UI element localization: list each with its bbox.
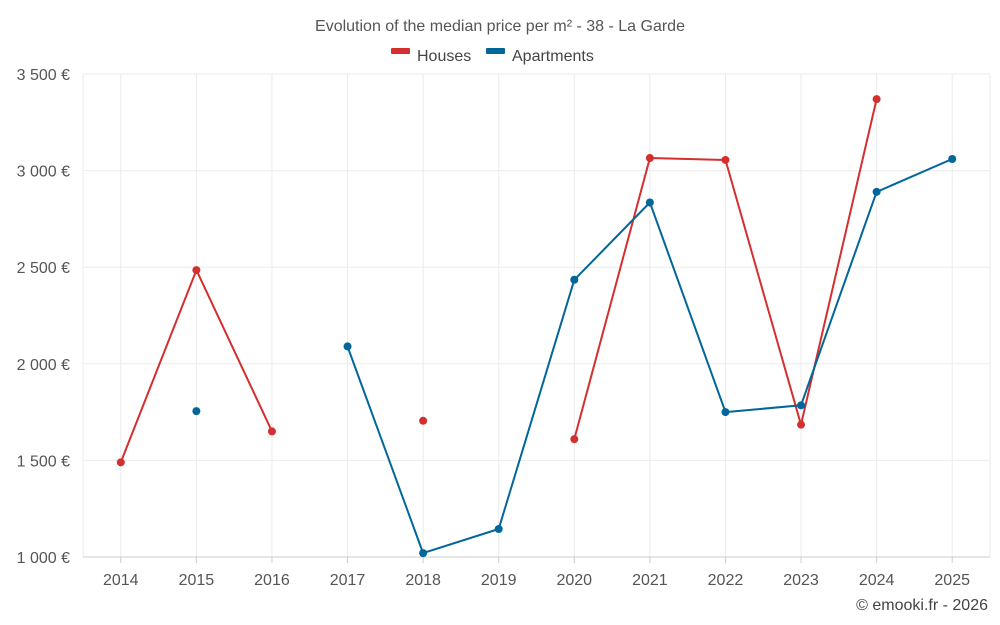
x-tick-label: 2020	[556, 572, 592, 589]
apartments-point-2024[interactable]	[872, 187, 881, 196]
apartments-point-2023[interactable]	[797, 401, 806, 410]
legend-item-apartments[interactable]: Apartments	[486, 48, 594, 65]
houses-point-2014[interactable]	[116, 458, 125, 467]
houses-point-2022[interactable]	[721, 155, 730, 164]
x-tick-label: 2025	[934, 572, 970, 589]
chart-title: Evolution of the median price per m² - 3…	[315, 18, 685, 35]
apartments-point-2025[interactable]	[948, 155, 957, 164]
y-axis: 1 000 € 1 500 € 2 000 € 2 500 € 3 000 € 3 500…	[17, 67, 70, 567]
legend[interactable]: Houses Apartments	[391, 48, 594, 65]
y-tick-label: 2 500 €	[17, 260, 70, 277]
legend-label-houses: Houses	[417, 48, 471, 65]
y-tick-label: 1 500 €	[17, 453, 70, 470]
x-tick-label: 2023	[783, 572, 819, 589]
legend-item-houses[interactable]: Houses	[391, 48, 471, 65]
apartments-point-2015[interactable]	[192, 407, 201, 416]
y-tick-label: 3 000 €	[17, 164, 70, 181]
plot-area	[116, 95, 957, 558]
houses-point-2015[interactable]	[192, 266, 201, 275]
y-tick-label: 3 500 €	[17, 67, 70, 84]
apartments-point-2017[interactable]	[343, 342, 352, 351]
grid	[82, 73, 991, 557]
x-tick-label: 2016	[254, 572, 290, 589]
houses-point-2021[interactable]	[645, 154, 654, 163]
legend-label-apartments: Apartments	[512, 48, 594, 65]
apartments-point-2021[interactable]	[645, 198, 654, 207]
x-axis: 2014 2015 2016 2017 2018 2019 2020 2021 2022 2023…	[83, 556, 990, 589]
x-tick-label: 2018	[405, 572, 441, 589]
x-tick-label: 2017	[330, 572, 366, 589]
apartments-point-2018[interactable]	[419, 549, 428, 558]
y-tick-label: 1 000 €	[17, 550, 70, 567]
credit-text: © emooki.fr - 2026	[856, 597, 988, 614]
houses-point-2018[interactable]	[419, 416, 428, 425]
legend-swatch-houses	[391, 48, 410, 54]
houses-point-2024[interactable]	[872, 95, 881, 104]
x-tick-label: 2022	[708, 572, 744, 589]
apartments-point-2019[interactable]	[494, 524, 503, 533]
legend-swatch-apartments	[486, 48, 505, 54]
x-tick-label: 2015	[179, 572, 215, 589]
houses-point-2016[interactable]	[267, 427, 276, 436]
x-tick-label: 2021	[632, 572, 668, 589]
houses-point-2023[interactable]	[797, 420, 806, 429]
x-tick-label: 2019	[481, 572, 517, 589]
x-tick-label: 2024	[859, 572, 895, 589]
x-tick-label: 2014	[103, 572, 139, 589]
apartments-point-2022[interactable]	[721, 408, 730, 417]
y-tick-label: 2 000 €	[17, 357, 70, 374]
houses-point-2020[interactable]	[570, 435, 579, 444]
apartments-point-2020[interactable]	[570, 275, 579, 284]
